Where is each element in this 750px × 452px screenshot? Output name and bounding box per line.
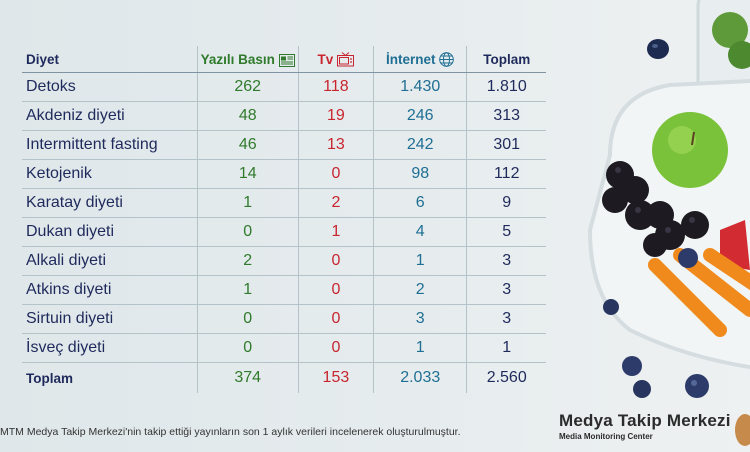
row-internet-value: 1.430 bbox=[373, 72, 467, 102]
row-tv-value: 0 bbox=[297, 246, 374, 276]
row-total-value: 3 bbox=[466, 304, 546, 334]
brand-subtitle: Media Monitoring Center bbox=[559, 432, 653, 441]
row-total-value: 3 bbox=[466, 246, 546, 276]
total-total: 2.560 bbox=[466, 362, 546, 393]
row-internet-value: 1 bbox=[373, 333, 467, 363]
total-press: 374 bbox=[196, 362, 299, 393]
row-total-value: 3 bbox=[466, 275, 546, 305]
row-tv-value: 2 bbox=[297, 188, 374, 218]
row-press-value: 1 bbox=[196, 188, 299, 218]
brand-name: Medya Takip Merkezi bbox=[559, 411, 731, 430]
row-diet-name: Intermittent fasting bbox=[22, 130, 198, 160]
table-row: Alkali diyeti 2 0 1 3 bbox=[22, 246, 546, 276]
row-tv-value: 13 bbox=[297, 130, 374, 160]
total-internet: 2.033 bbox=[373, 362, 467, 393]
header-diet: Diyet bbox=[22, 46, 198, 73]
row-internet-value: 4 bbox=[373, 217, 467, 247]
row-tv-value: 0 bbox=[297, 159, 374, 189]
table-row: Akdeniz diyeti 48 19 246 313 bbox=[22, 101, 546, 131]
brand-logo: Medya Takip Merkezi Media Monitoring Cen… bbox=[559, 411, 731, 441]
globe-icon bbox=[439, 51, 455, 67]
row-press-value: 48 bbox=[196, 101, 299, 131]
table-row: Intermittent fasting 46 13 242 301 bbox=[22, 130, 546, 160]
header-internet-label: İnternet bbox=[385, 51, 436, 67]
table-row: Sirtuin diyeti 0 0 3 3 bbox=[22, 304, 546, 334]
footnote: MTM Medya Takip Merkezi'nin takip ettiği… bbox=[0, 426, 461, 438]
header-tv: Tv bbox=[297, 46, 374, 73]
row-diet-name: Karatay diyeti bbox=[22, 188, 198, 218]
table-total-row: Toplam 374 153 2.033 2.560 bbox=[22, 362, 546, 393]
tv-icon bbox=[337, 51, 355, 66]
row-tv-value: 1 bbox=[297, 217, 374, 247]
row-diet-name: Dukan diyeti bbox=[22, 217, 198, 247]
row-internet-value: 6 bbox=[373, 188, 467, 218]
row-tv-value: 0 bbox=[297, 304, 374, 334]
row-press-value: 14 bbox=[196, 159, 299, 189]
row-total-value: 301 bbox=[466, 130, 546, 160]
row-press-value: 0 bbox=[196, 333, 299, 363]
table-row: Ketojenik 14 0 98 112 bbox=[22, 159, 546, 189]
row-diet-name: Alkali diyeti bbox=[22, 246, 198, 276]
table-row: Atkins diyeti 1 0 2 3 bbox=[22, 275, 546, 305]
row-total-value: 313 bbox=[466, 101, 546, 131]
row-total-value: 1 bbox=[466, 333, 546, 363]
diet-media-table: Diyet Yazılı Basın Tv İnternet Toplam De… bbox=[22, 46, 546, 393]
header-tv-label: Tv bbox=[317, 51, 334, 67]
row-press-value: 262 bbox=[196, 72, 299, 102]
row-diet-name: Detoks bbox=[22, 72, 198, 102]
table-row: Detoks 262 118 1.430 1.810 bbox=[22, 72, 546, 102]
row-tv-value: 19 bbox=[297, 101, 374, 131]
total-label: Toplam bbox=[26, 370, 73, 386]
row-internet-value: 3 bbox=[373, 304, 467, 334]
row-tv-value: 0 bbox=[297, 275, 374, 305]
newspaper-icon bbox=[278, 53, 295, 67]
header-total: Toplam bbox=[466, 46, 546, 73]
table-row: Dukan diyeti 0 1 4 5 bbox=[22, 217, 546, 247]
row-diet-name: Atkins diyeti bbox=[22, 275, 198, 305]
row-total-value: 5 bbox=[466, 217, 546, 247]
food-container-illustration bbox=[587, 0, 750, 446]
table-row: Karatay diyeti 1 2 6 9 bbox=[22, 188, 546, 218]
row-internet-value: 1 bbox=[373, 246, 467, 276]
row-press-value: 0 bbox=[196, 304, 299, 334]
table-header-row: Diyet Yazılı Basın Tv İnternet Toplam bbox=[22, 46, 546, 73]
row-diet-name: Sirtuin diyeti bbox=[22, 304, 198, 334]
row-diet-name: Akdeniz diyeti bbox=[22, 101, 198, 131]
header-press: Yazılı Basın bbox=[196, 46, 299, 73]
row-press-value: 0 bbox=[196, 217, 299, 247]
row-press-value: 1 bbox=[196, 275, 299, 305]
row-diet-name: İsveç diyeti bbox=[22, 333, 198, 363]
row-diet-name: Ketojenik bbox=[22, 159, 198, 189]
table-row: İsveç diyeti 0 0 1 1 bbox=[22, 333, 546, 363]
row-internet-value: 2 bbox=[373, 275, 467, 305]
row-internet-value: 98 bbox=[373, 159, 467, 189]
row-tv-value: 118 bbox=[297, 72, 374, 102]
row-total-value: 1.810 bbox=[466, 72, 546, 102]
header-press-label: Yazılı Basın bbox=[200, 51, 275, 67]
row-press-value: 2 bbox=[196, 246, 299, 276]
row-internet-value: 246 bbox=[373, 101, 467, 131]
total-tv: 153 bbox=[297, 362, 374, 393]
row-tv-value: 0 bbox=[297, 333, 374, 363]
row-internet-value: 242 bbox=[373, 130, 467, 160]
row-total-value: 112 bbox=[466, 159, 546, 189]
row-total-value: 9 bbox=[466, 188, 546, 218]
row-press-value: 46 bbox=[196, 130, 299, 160]
header-internet: İnternet bbox=[373, 46, 467, 73]
